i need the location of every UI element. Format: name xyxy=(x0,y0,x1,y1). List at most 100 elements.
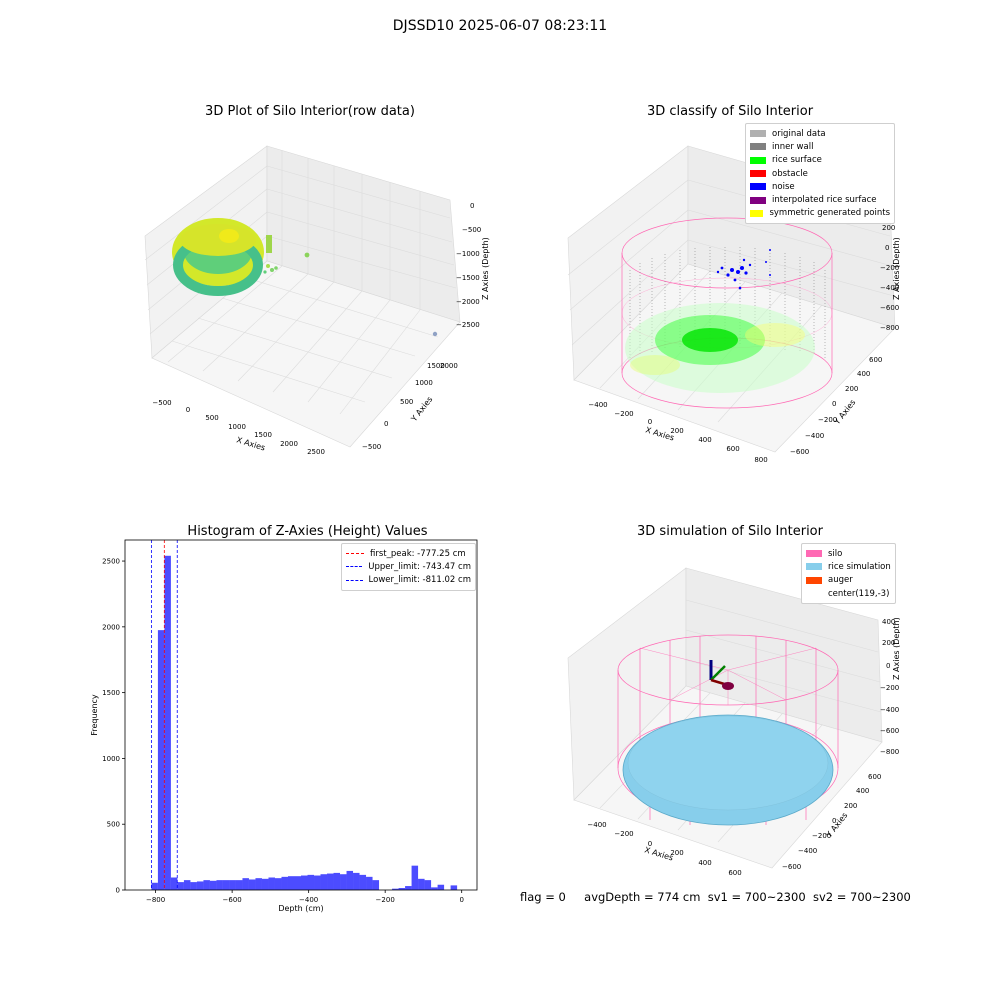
histogram-bar xyxy=(177,882,184,890)
legend-label: auger xyxy=(828,575,853,586)
outlier-point xyxy=(432,331,438,337)
svg-text:0: 0 xyxy=(885,244,889,252)
legend-entry: noise xyxy=(750,180,890,193)
legend-entry: auger xyxy=(806,574,891,587)
histogram-bar xyxy=(281,876,288,890)
x-ticks: −800 −600 −400 −200 0 xyxy=(146,890,464,904)
panel-classify: 3D classify of Silo Interior xyxy=(560,100,901,470)
legend-label: center(119,-3) xyxy=(828,588,890,599)
y-tick-label: 500 xyxy=(107,821,120,829)
noise-points xyxy=(716,249,771,290)
legend-entry: center(119,-3) xyxy=(806,587,891,600)
histogram-bar xyxy=(398,888,406,890)
histogram-bar xyxy=(183,880,191,890)
svg-text:200: 200 xyxy=(844,802,857,810)
z-tick-labels: 400 200 0 −200 −400 −600 −800 xyxy=(880,618,899,756)
legend-label: silo xyxy=(828,548,843,559)
histogram-bar xyxy=(170,877,178,890)
svg-text:0: 0 xyxy=(832,400,836,408)
z-axis-label: Z Axies (Depth) xyxy=(892,237,900,300)
histogram-bar xyxy=(327,873,334,890)
histogram-bar xyxy=(151,882,158,890)
histogram-bar xyxy=(274,878,282,890)
panel-simulation: 3D simulation of Silo Interior xyxy=(560,520,901,890)
svg-text:400: 400 xyxy=(857,370,870,378)
histogram-bar xyxy=(314,875,321,890)
histogram-bar xyxy=(216,880,223,890)
histogram-bar xyxy=(157,630,165,890)
legend-swatch xyxy=(750,143,766,151)
panel-title: 3D simulation of Silo Interior xyxy=(637,524,823,539)
svg-text:−500: −500 xyxy=(152,399,171,407)
x-tick-label: −800 xyxy=(146,896,165,904)
x-tick-label: −400 xyxy=(299,896,318,904)
svg-text:−600: −600 xyxy=(880,304,899,312)
svg-text:−1500: −1500 xyxy=(456,274,480,282)
legend-swatch xyxy=(750,170,766,178)
legend-label: rice simulation xyxy=(828,561,891,572)
legend-entry: obstacle xyxy=(750,167,890,180)
x-tick-labels: −500 0 500 1000 1500 2000 2500 xyxy=(152,399,325,456)
legend-entry: original data xyxy=(750,127,890,140)
legend-swatch xyxy=(750,130,766,138)
y-tick-label: 2500 xyxy=(102,558,120,566)
svg-text:−500: −500 xyxy=(462,226,481,234)
legend-swatch xyxy=(750,196,766,204)
classify-3d-plot: −400 −200 0 200 400 600 800 X Axies −600… xyxy=(567,145,901,464)
rice-surface-points xyxy=(625,303,815,393)
z-tick-labels: 200 0 −200 −400 −600 −800 xyxy=(880,224,899,332)
histogram-bar xyxy=(164,555,171,890)
svg-text:−2500: −2500 xyxy=(456,321,480,329)
svg-text:0: 0 xyxy=(470,202,474,210)
x-tick-label: 0 xyxy=(459,896,463,904)
svg-text:−400: −400 xyxy=(805,432,824,440)
legend-line xyxy=(346,566,363,568)
svg-text:−200: −200 xyxy=(614,410,633,418)
svg-text:0: 0 xyxy=(886,662,890,670)
histogram-bar xyxy=(287,876,295,890)
histogram-bar xyxy=(392,888,399,890)
svg-text:400: 400 xyxy=(856,787,869,795)
histogram-bar xyxy=(359,874,367,890)
legend-line xyxy=(346,553,364,555)
x-tick-labels: −400 −200 0 200 400 600 xyxy=(587,821,741,877)
histogram-legend: first_peak: -777.25 cm Upper_limit: -743… xyxy=(341,543,476,591)
svg-text:400: 400 xyxy=(698,859,711,867)
svg-text:−2000: −2000 xyxy=(456,298,480,306)
legend-label: rice surface xyxy=(772,155,822,166)
svg-text:0: 0 xyxy=(186,406,190,414)
legend-swatch xyxy=(750,183,766,191)
svg-text:1500: 1500 xyxy=(427,362,445,370)
reference-lines xyxy=(150,540,178,890)
legend-label: Upper_limit: -743.47 cm xyxy=(368,561,471,572)
y-tick-label: 2000 xyxy=(102,623,120,631)
legend-swatch xyxy=(750,156,766,164)
svg-text:200: 200 xyxy=(670,849,683,857)
svg-text:−200: −200 xyxy=(818,416,837,424)
svg-text:200: 200 xyxy=(845,385,858,393)
legend-label: interpolated rice surface xyxy=(772,195,877,206)
legend-label: obstacle xyxy=(772,168,808,179)
legend-swatch xyxy=(806,550,822,558)
svg-text:600: 600 xyxy=(869,356,882,364)
sv1-text: sv1 = 700~2300 xyxy=(707,890,806,904)
svg-text:0: 0 xyxy=(648,840,652,848)
svg-text:−200: −200 xyxy=(614,830,633,838)
y-tick-label: 1500 xyxy=(102,689,120,697)
y-tick-label: 0 xyxy=(116,887,120,895)
histogram-plot: −800 −600 −400 −200 0 0 500 1000 1500 2000 2500 D… xyxy=(90,539,478,913)
svg-text:−800: −800 xyxy=(880,324,899,332)
histogram-bar xyxy=(346,870,354,890)
x-tick-labels: −400 −200 0 200 400 600 800 xyxy=(588,401,767,464)
svg-text:0: 0 xyxy=(648,418,652,426)
histogram-bar xyxy=(366,876,373,890)
legend-entry: inner wall xyxy=(750,140,890,153)
panel-title: 3D Plot of Silo Interior(row data) xyxy=(205,104,415,119)
histogram-bar xyxy=(229,880,236,890)
legend-label: first_peak: -777.25 cm xyxy=(370,548,466,559)
legend-swatch xyxy=(806,576,822,584)
histogram-bar xyxy=(333,872,341,890)
svg-text:800: 800 xyxy=(754,456,767,464)
histogram-bar xyxy=(424,880,432,890)
svg-text:1000: 1000 xyxy=(415,379,433,387)
